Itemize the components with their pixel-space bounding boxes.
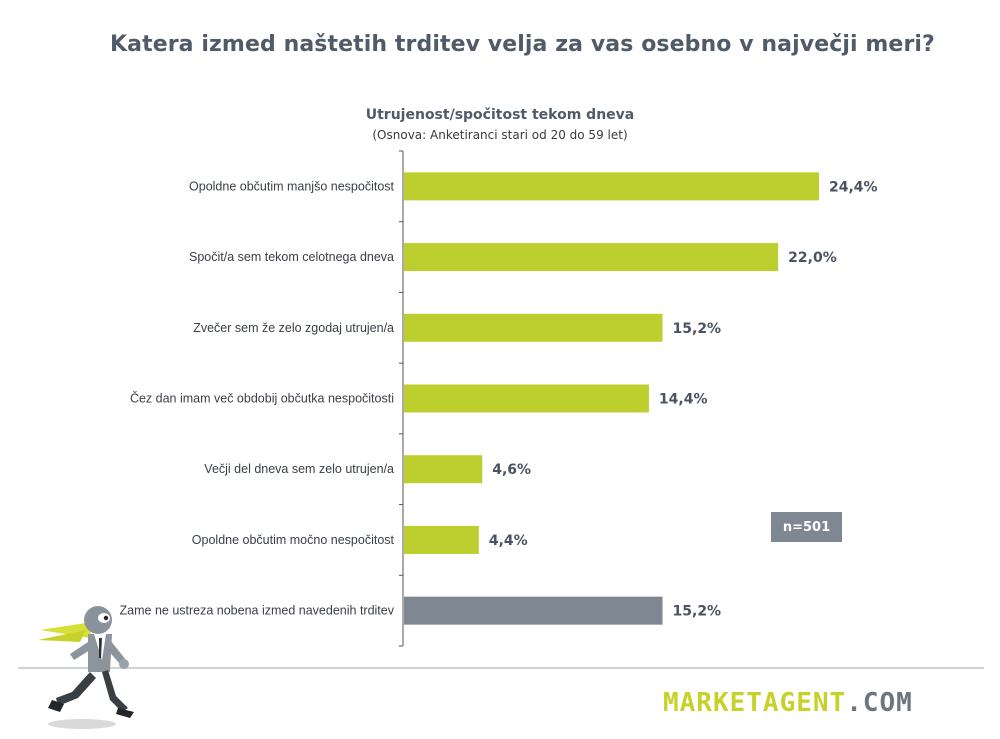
logo-part-marketagent: MARKETAGENT: [663, 688, 847, 718]
category-label: Opoldne občutim močno nespočitost: [192, 533, 395, 547]
value-label: 15,2%: [673, 321, 722, 337]
chart-title: Utrujenost/spočitost tekom dneva: [365, 107, 635, 123]
chart-subtitle: (Osnova: Anketiranci stari od 20 do 59 l…: [372, 128, 628, 142]
bar: [404, 384, 649, 413]
bar: [404, 525, 479, 554]
value-label: 15,2%: [673, 604, 722, 620]
category-label: Zame ne ustreza nobena izmed navedenih t…: [120, 604, 395, 618]
page-title: Katera izmed naštetih trditev velja za v…: [110, 32, 935, 57]
value-label: 4,6%: [492, 462, 531, 478]
sample-size-badge: n=501: [771, 512, 842, 542]
running-man-mascot-icon: [38, 606, 134, 729]
value-label: 22,0%: [788, 250, 837, 266]
footer-divider: [18, 667, 984, 669]
value-label: 4,4%: [489, 533, 528, 549]
bar: [404, 596, 663, 625]
value-label: 14,4%: [659, 392, 708, 408]
bar: [404, 455, 483, 484]
category-label: Zvečer sem že zelo zgodaj utrujen/a: [193, 321, 394, 335]
bar: [404, 243, 779, 272]
bar: [404, 172, 819, 201]
category-label: Spočit/a sem tekom celotnega dneva: [189, 250, 394, 264]
value-label: 24,4%: [829, 179, 878, 195]
category-label: Čez dan imam več obdobij občutka nespoči…: [130, 391, 394, 406]
marketagent-logo: MARKETAGENT.COM: [663, 688, 913, 718]
category-label: Večji del dneva sem zelo utrujen/a: [204, 462, 394, 476]
category-label: Opoldne občutim manjšo nespočitost: [189, 179, 395, 193]
logo-part-com: .COM: [846, 688, 913, 718]
bar: [404, 313, 663, 342]
